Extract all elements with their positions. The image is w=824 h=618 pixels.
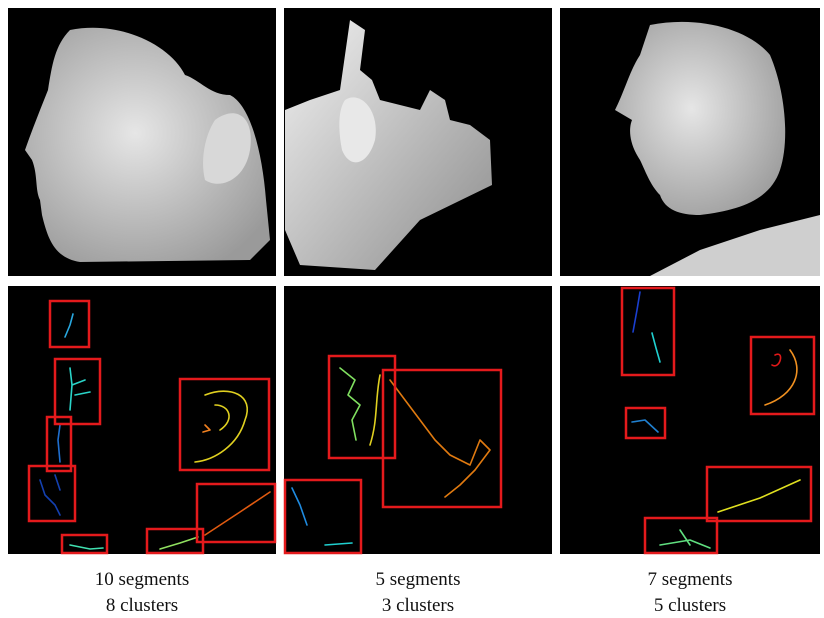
depth-images [8, 8, 820, 276]
segment-panel [560, 286, 820, 554]
caption: 5 clusters [654, 595, 726, 616]
caption: 3 clusters [382, 595, 454, 616]
caption: 7 segments [648, 569, 733, 590]
segment-panel [284, 286, 552, 554]
caption: 8 clusters [106, 595, 178, 616]
caption: 5 segments [376, 569, 461, 590]
segment-images [8, 286, 820, 554]
figure: 10 segments 8 clusters 5 segments 3 clus… [0, 0, 824, 618]
caption: 10 segments [95, 569, 189, 590]
